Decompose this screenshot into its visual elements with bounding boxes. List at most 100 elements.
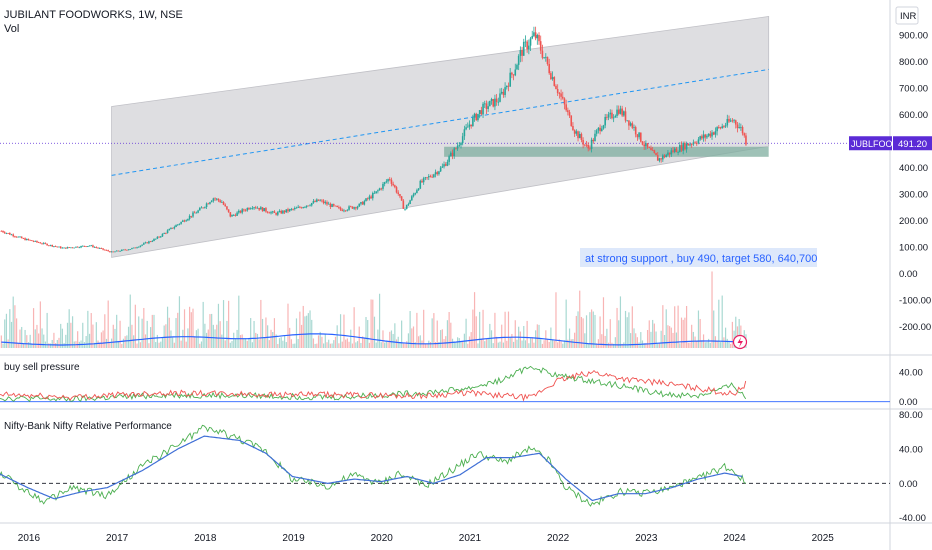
volume-bar xyxy=(604,335,606,348)
candle-body xyxy=(221,201,223,203)
volume-bar xyxy=(514,320,516,348)
volume-bar xyxy=(36,324,38,348)
price-tag-symbol: JUBLFOOD xyxy=(851,139,900,149)
candle-body xyxy=(470,124,472,127)
candle-body xyxy=(316,199,318,202)
candle-body xyxy=(441,166,444,168)
candle-body xyxy=(32,241,35,242)
candle-body xyxy=(198,208,201,211)
volume-bar xyxy=(285,342,287,348)
candle-body xyxy=(12,234,15,237)
candle-body xyxy=(417,188,420,191)
volume-bar xyxy=(283,335,286,348)
volume-bar xyxy=(121,343,123,348)
volume-bar xyxy=(333,340,335,348)
volume-bar xyxy=(244,338,247,348)
candle-body xyxy=(241,209,243,213)
candle-body xyxy=(154,238,157,240)
candle-body xyxy=(731,120,734,122)
volume-bar xyxy=(660,330,662,348)
candle-body xyxy=(521,50,523,56)
volume-bar xyxy=(294,343,296,348)
candle-body xyxy=(612,117,615,119)
candle-body xyxy=(541,50,544,58)
volume-bar xyxy=(372,299,374,348)
candle-body xyxy=(85,246,87,248)
volume-bar xyxy=(163,325,165,348)
volume-bar xyxy=(265,317,267,348)
candle-body xyxy=(278,210,281,213)
candle-body xyxy=(567,110,569,113)
volume-bar xyxy=(596,343,598,348)
volume-bar xyxy=(189,306,191,348)
candle-body xyxy=(327,203,330,205)
volume-bar xyxy=(543,340,545,348)
candle-body xyxy=(545,56,547,58)
volume-bar xyxy=(387,342,389,348)
volume-bar xyxy=(151,314,153,348)
price-axis-tick: 800.00 xyxy=(899,57,928,68)
candle-body xyxy=(512,74,515,76)
volume-bar xyxy=(116,314,118,348)
volume-bar xyxy=(363,337,365,348)
candle-body xyxy=(56,246,59,248)
bsp-series-line xyxy=(0,365,747,403)
volume-bar xyxy=(197,328,199,348)
candle-body xyxy=(280,210,283,214)
volume-bar xyxy=(621,343,623,348)
time-axis-tick: 2022 xyxy=(547,533,570,544)
candle-body xyxy=(360,202,362,204)
volume-bar xyxy=(579,290,581,348)
volume-bar xyxy=(143,307,145,348)
candle-body xyxy=(254,207,257,209)
candle-body xyxy=(497,101,500,103)
volume-bar xyxy=(290,339,292,348)
candle-body xyxy=(706,135,708,138)
candle-body xyxy=(180,221,182,224)
candle-body xyxy=(656,155,659,161)
volume-bar xyxy=(195,330,197,348)
candle-body xyxy=(651,150,654,151)
volume-bar xyxy=(122,338,125,348)
volume-bar xyxy=(158,342,160,348)
candle-body xyxy=(702,134,705,139)
volume-bar xyxy=(585,315,588,348)
candle-body xyxy=(546,56,549,65)
volume-bar xyxy=(640,332,642,348)
candle-body xyxy=(131,248,133,250)
candle-body xyxy=(427,176,430,178)
candle-body xyxy=(390,179,393,184)
candle-body xyxy=(387,179,389,182)
candle-body xyxy=(149,241,152,243)
volume-bar xyxy=(27,342,30,348)
volume-bar xyxy=(619,296,622,348)
candle-body xyxy=(589,148,591,150)
candle-body xyxy=(170,227,172,229)
volume-bar xyxy=(61,328,64,348)
candle-body xyxy=(653,150,656,154)
volume-bar xyxy=(633,328,635,348)
volume-bar xyxy=(34,329,36,348)
time-axis-tick: 2021 xyxy=(459,533,482,544)
candle-body xyxy=(687,143,690,146)
candle-body xyxy=(92,245,94,248)
volume-bar xyxy=(516,339,518,348)
candle-body xyxy=(268,212,271,214)
volume-bar xyxy=(616,307,618,348)
volume-bar xyxy=(392,333,394,348)
candle-body xyxy=(575,131,578,134)
candle-body xyxy=(265,208,267,212)
price-axis-tick: -100.00 xyxy=(899,295,931,306)
volume-bar xyxy=(451,338,454,348)
candle-body xyxy=(494,98,496,107)
candle-body xyxy=(663,155,666,158)
candle-body xyxy=(76,246,79,248)
candle-body xyxy=(285,209,288,213)
volume-bar xyxy=(22,343,24,348)
volume-bar xyxy=(714,336,717,348)
candle-body xyxy=(673,148,676,152)
candle-body xyxy=(305,205,308,207)
volume-bar xyxy=(672,332,674,348)
candle-body xyxy=(707,133,710,136)
